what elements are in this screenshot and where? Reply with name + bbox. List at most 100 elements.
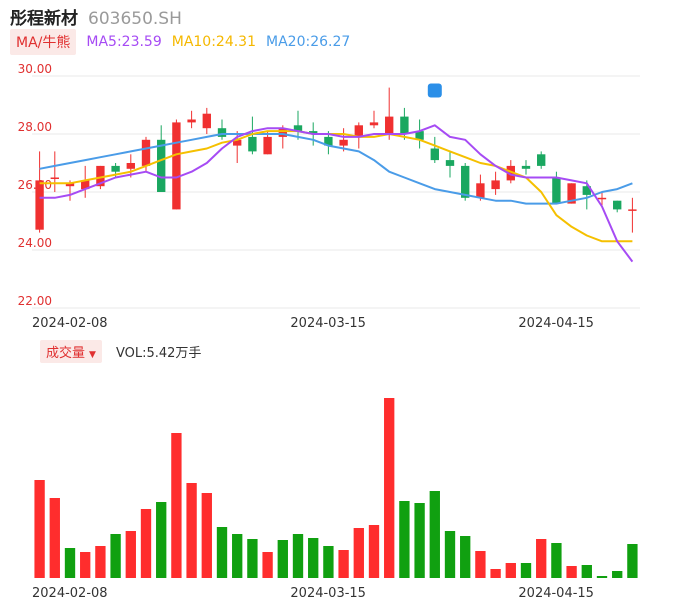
- candle-body: [217, 128, 227, 137]
- x-tick-label: 2024-02-08: [32, 316, 108, 331]
- candle-body: [476, 183, 485, 198]
- candle-body: [552, 177, 561, 204]
- candle-body: [35, 180, 44, 230]
- x-tick-label: 2024-02-08: [32, 586, 108, 601]
- volume-bar: [520, 563, 532, 578]
- ma5-legend: MA5:23.59: [86, 34, 162, 50]
- candle-body: [597, 197, 607, 200]
- volume-bar: [34, 480, 45, 578]
- volume-bar: [596, 576, 608, 578]
- candle-body: [141, 139, 151, 166]
- x-tick-label: 2024-04-15: [518, 586, 594, 601]
- volume-bar: [460, 536, 471, 578]
- y-tick-label: 24.00: [18, 236, 52, 250]
- candle-body: [248, 136, 257, 152]
- candle-body: [339, 139, 348, 146]
- stock-name: 彤程新材: [10, 9, 78, 29]
- volume-bar: [232, 534, 243, 578]
- candle-body: [521, 165, 531, 169]
- volume-bar: [551, 543, 562, 578]
- x-tick-label: 2024-03-15: [290, 586, 366, 601]
- volume-bar: [277, 540, 288, 578]
- volume-bar: [490, 569, 501, 578]
- candle-body: [369, 122, 379, 126]
- volume-bar: [110, 534, 121, 578]
- volume-bar: [399, 501, 410, 578]
- candle-body: [278, 128, 287, 137]
- volume-bar: [444, 531, 456, 578]
- volume-bar: [216, 527, 228, 578]
- candle-body: [385, 116, 394, 134]
- candle-body: [233, 139, 242, 146]
- event-marker-icon: [427, 83, 442, 98]
- candle-body: [111, 165, 120, 172]
- volume-bar: [323, 546, 334, 578]
- volume-toggle-button[interactable]: 成交量 ▼: [40, 339, 102, 363]
- volume-bar: [384, 398, 395, 578]
- volume-bar: [414, 503, 425, 578]
- candle-body: [582, 186, 591, 195]
- candle-body: [65, 183, 75, 187]
- candle-body: [50, 177, 59, 179]
- candle-body: [81, 180, 90, 190]
- candle-body: [445, 160, 455, 166]
- volume-bar: [80, 552, 91, 578]
- volume-bar: [627, 544, 638, 578]
- volume-bar: [612, 571, 623, 578]
- volume-bar: [429, 491, 440, 578]
- candle-body: [157, 139, 166, 192]
- chevron-down-icon: ▼: [89, 349, 96, 360]
- candle-body: [324, 136, 333, 146]
- y-tick-label: 30.00: [18, 62, 52, 76]
- candle-body: [172, 122, 181, 210]
- candle-body: [506, 165, 515, 181]
- volume-header: 成交量 ▼ VOL:5.42万手: [40, 339, 202, 363]
- candle-body: [96, 165, 105, 187]
- volume-bar: [566, 566, 577, 578]
- candle-body: [202, 113, 211, 129]
- volume-bar: [338, 550, 349, 578]
- ma-toggle-button[interactable]: MA/牛熊: [10, 29, 77, 55]
- volume-bar: [353, 528, 364, 578]
- x-tick-label: 2024-04-15: [518, 316, 594, 331]
- volume-bar: [262, 552, 273, 578]
- volume-bar: [171, 433, 182, 578]
- volume-value: VOL:5.42万手: [115, 345, 202, 361]
- stock-code: 603650.SH: [88, 9, 182, 29]
- candle-body: [491, 180, 500, 190]
- volume-bar: [49, 498, 60, 578]
- candle-body: [628, 209, 637, 211]
- volume-bar: [156, 502, 167, 578]
- y-tick-label: 22.00: [18, 294, 52, 308]
- ma10-line: [39, 130, 633, 243]
- candle-body: [293, 125, 303, 132]
- volume-bar: [505, 563, 516, 578]
- candle-body: [309, 131, 318, 134]
- ma20-line: [39, 133, 633, 205]
- title-bar: 彤程新材 603650.SH: [10, 4, 182, 29]
- volume-bar: [536, 539, 547, 578]
- volume-bar: [125, 531, 136, 578]
- candle-body: [567, 183, 576, 204]
- volume-bar: [201, 493, 212, 578]
- volume-bar: [368, 525, 380, 578]
- ma-legend: MA/牛熊 MA5:23.59 MA10:24.31 MA20:26.27: [10, 29, 350, 55]
- candle-body: [537, 154, 546, 166]
- candle-body: [461, 165, 470, 198]
- candle-body: [187, 119, 196, 123]
- candle-body: [430, 148, 439, 161]
- volume-bar: [581, 565, 592, 578]
- volume-bar: [475, 551, 486, 578]
- ma10-legend: MA10:24.31: [171, 34, 257, 50]
- volume-bar: [186, 483, 197, 578]
- candle-body: [613, 200, 622, 210]
- candle-body: [126, 163, 135, 169]
- candle-body: [415, 131, 424, 140]
- ma5-line: [39, 124, 634, 263]
- volume-bar: [308, 538, 319, 578]
- y-tick-label: 28.00: [18, 120, 52, 134]
- candle-body: [263, 136, 272, 155]
- volume-bar: [64, 548, 76, 578]
- y-tick-label: 26.00: [18, 178, 52, 192]
